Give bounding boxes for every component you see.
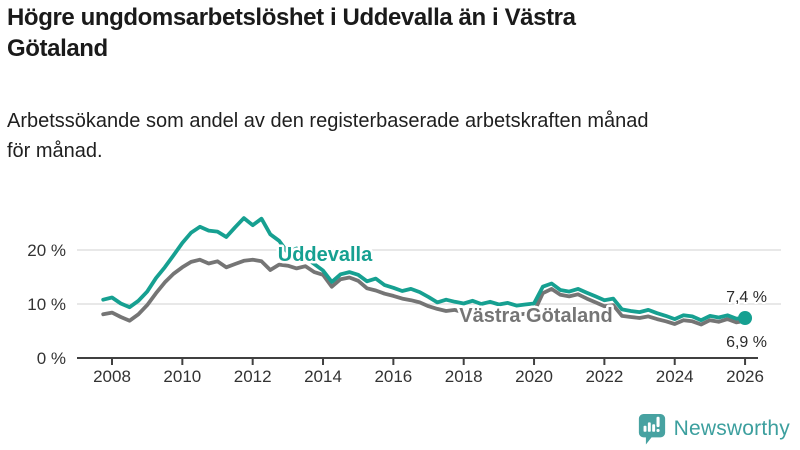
newsworthy-logo: Newsworthy (637, 412, 790, 445)
chart-subtitle-line-1: Arbetssökande som andel av den registerb… (7, 110, 649, 132)
series-end-dot-uddevalla (738, 311, 753, 326)
end-value-label-uddevalla: 7,4 % (726, 289, 767, 306)
x-tick-label: 2008 (93, 367, 131, 386)
chart-subtitle: Arbetssökande som andel av den registerb… (7, 106, 793, 166)
newsworthy-logo-text: Newsworthy (673, 416, 790, 440)
x-tick-label: 2014 (304, 367, 342, 386)
x-tick-label: 2018 (445, 367, 483, 386)
x-tick-label: 2012 (234, 367, 272, 386)
chart-title-line-1: Högre ungdomsarbetslöshet i Uddevalla än… (7, 4, 576, 31)
series-label-uddevalla: Uddevalla (278, 244, 373, 266)
y-tick-label: 20 % (27, 241, 66, 260)
chart-title-line-2: Götaland (7, 35, 108, 62)
x-tick-label: 2016 (374, 367, 412, 386)
x-tick-label: 2022 (585, 367, 623, 386)
x-tick-label: 2010 (163, 367, 201, 386)
chart-subtitle-line-2: för månad. (7, 140, 103, 162)
y-tick-label: 0 % (37, 349, 66, 368)
series-line-vastra_gotaland (101, 257, 747, 327)
newsworthy-logo-icon (638, 413, 665, 445)
line-chart-canvas: 0 % 10 % 20 % 2008 2010 2012 2014 2016 2018 2020 2… (27, 216, 781, 386)
x-tick-label: 2024 (656, 367, 694, 386)
series-label-vastra_gotaland: Västra Götaland (459, 305, 612, 327)
end-value-label-vastra_gotaland: 6,9 % (726, 334, 767, 351)
y-tick-label: 10 % (27, 295, 66, 314)
x-tick-label: 2020 (515, 367, 553, 386)
series-line-uddevalla (101, 216, 747, 323)
chart-header: Högre ungdomsarbetslöshet i Uddevalla än… (7, 2, 793, 64)
x-tick-label: 2026 (726, 367, 764, 386)
chart-title: Högre ungdomsarbetslöshet i Uddevalla än… (7, 2, 793, 64)
